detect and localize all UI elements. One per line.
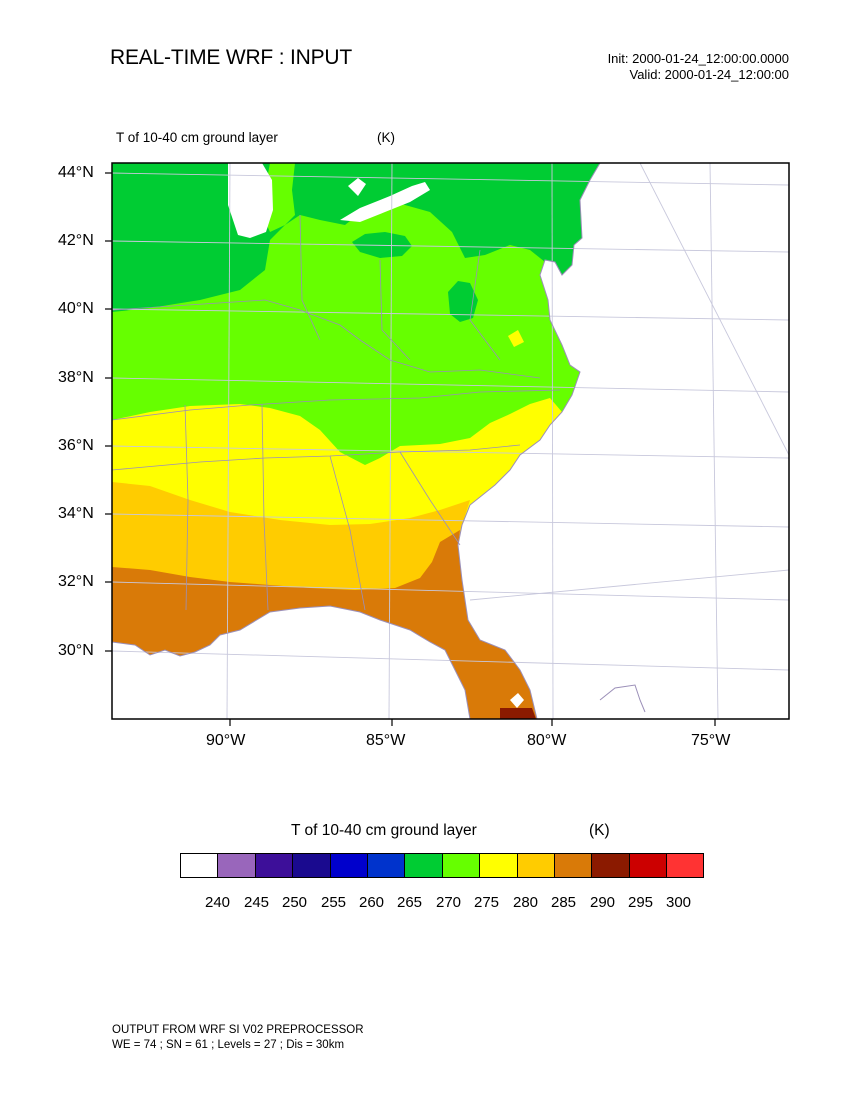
colorbar-swatch: [217, 853, 256, 878]
lake-okeechobee: [510, 693, 524, 708]
colorbar-swatch: [441, 853, 481, 878]
lat-label: 34°N: [58, 505, 94, 522]
lon-label: 85°W: [366, 732, 406, 749]
colorbar-swatch: [666, 853, 705, 878]
colorbar-swatch: [404, 853, 443, 878]
contour-280-285: [508, 330, 524, 347]
contour-270-275: [448, 281, 478, 322]
footer-line-2: WE = 74 ; SN = 61 ; Levels = 27 ; Dis = …: [112, 1039, 345, 1051]
field-units: (K): [377, 130, 395, 145]
colorbar-tick: 250: [282, 894, 308, 911]
colorbar-tick: 255: [321, 894, 347, 911]
lake-erie: [340, 182, 430, 222]
plot-title: REAL-TIME WRF : INPUT: [110, 46, 352, 69]
lon-label: 80°W: [527, 732, 567, 749]
colorbar-swatch: [329, 853, 368, 878]
colorbar-tick: 265: [397, 894, 423, 911]
colorbar-tick: 260: [359, 894, 385, 911]
colorbar-swatch: [292, 853, 331, 878]
colorbar-swatch: [479, 853, 518, 878]
colorbar-tick: 300: [666, 894, 692, 911]
footer-line-1: OUTPUT FROM WRF SI V02 PREPROCESSOR: [112, 1024, 364, 1036]
lat-label: 30°N: [58, 642, 94, 659]
colorbar-tick: 275: [474, 894, 500, 911]
colorbar-swatch: [516, 853, 555, 878]
map-frame: [111, 162, 790, 720]
colorbar-swatch: [628, 853, 668, 878]
contour-295-300: [500, 708, 536, 719]
colorbar-swatch: [553, 853, 593, 878]
colorbar-title: T of 10-40 cm ground layer: [291, 822, 477, 839]
time-info: Init: 2000-01-24_12:00:00.0000 Valid: 20…: [608, 51, 789, 83]
colorbar: [180, 853, 705, 878]
lat-label: 36°N: [58, 437, 94, 454]
lon-label: 75°W: [691, 732, 731, 749]
atlantic-ocean: [458, 163, 789, 719]
colorbar-tick: 290: [590, 894, 616, 911]
colorbar-tick: 240: [205, 894, 231, 911]
colorbar-tick: 295: [628, 894, 654, 911]
init-time: Init: 2000-01-24_12:00:00.0000: [607, 51, 789, 66]
colorbar-swatch: [366, 853, 406, 878]
lake-michigan: [228, 163, 273, 238]
colorbar-tick: 270: [436, 894, 462, 911]
colorbar-swatch: [180, 853, 219, 878]
colorbar-tick: 285: [551, 894, 577, 911]
lat-label: 42°N: [58, 232, 94, 249]
colorbar-tick: 245: [244, 894, 270, 911]
colorbar-swatch: [254, 853, 294, 878]
lat-label: 32°N: [58, 573, 94, 590]
lon-label: 90°W: [206, 732, 246, 749]
lake-ontario: [348, 178, 366, 196]
gulf-of-mexico: [112, 606, 470, 719]
colorbar-swatch: [591, 853, 630, 878]
lat-label: 38°N: [58, 369, 94, 386]
lat-label: 44°N: [58, 164, 94, 181]
valid-time: Valid: 2000-01-24_12:00:00: [629, 67, 790, 82]
field-name: T of 10-40 cm ground layer: [116, 130, 278, 145]
lat-label: 40°N: [58, 300, 94, 317]
colorbar-tick: 280: [513, 894, 539, 911]
colorbar-units: (K): [589, 822, 610, 839]
